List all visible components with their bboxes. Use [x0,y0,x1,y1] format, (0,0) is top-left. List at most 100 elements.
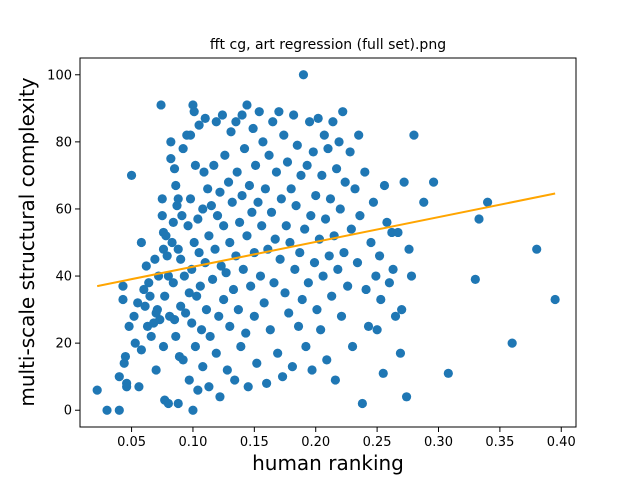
data-point [248,123,258,134]
data-point [221,268,231,278]
data-point [252,358,262,368]
data-point [129,311,139,321]
data-point [173,194,183,204]
data-point [219,221,229,231]
data-point [145,291,155,301]
data-point [114,405,124,415]
data-point [215,392,225,402]
data-point [279,130,289,140]
data-point [470,274,480,284]
data-point [550,294,560,305]
x-axis-label: human ranking [252,451,404,475]
data-point [371,271,381,281]
data-point [286,184,296,194]
data-point [227,197,237,207]
data-point [156,100,166,110]
data-point [140,301,150,311]
data-point [205,331,215,342]
data-point [282,157,293,167]
data-point [178,355,188,365]
data-point [144,278,154,288]
data-point [161,231,171,241]
data-point [317,170,327,181]
data-point [166,154,176,164]
data-point [184,288,194,298]
data-point [401,392,412,402]
data-point [335,204,345,214]
data-point [193,214,203,224]
data-point [157,211,167,221]
data-point [162,251,172,261]
data-point [246,281,256,291]
y-tick-label: 20 [55,337,72,352]
data-point [331,164,342,174]
data-point [184,375,194,385]
data-point [225,321,235,331]
data-point [318,271,328,281]
data-point [226,127,236,137]
data-point [376,294,386,305]
data-point [230,375,240,385]
data-point [233,304,243,315]
data-point [346,224,356,234]
data-point [269,278,279,288]
data-point [262,378,272,388]
data-point [483,197,493,207]
data-point [382,217,392,227]
y-tick-label: 60 [55,202,72,217]
data-point [270,234,280,244]
data-point [169,315,180,325]
data-point [355,211,365,221]
y-axis-ticks: 0 20 40 60 80 100 [47,68,80,419]
data-point [297,294,307,305]
data-point [120,351,131,362]
data-point [236,341,246,352]
data-point [194,247,204,258]
data-point [274,107,284,117]
regression-line [96,192,556,288]
data-point [183,221,193,231]
data-point [292,140,302,150]
data-point [152,304,162,315]
data-point [187,318,197,328]
y-tick-label: 0 [64,404,72,419]
data-point [168,278,178,288]
data-point [225,237,235,248]
x-tick-label: 0.10 [178,435,207,450]
data-point [316,325,326,335]
data-point [443,368,453,378]
data-point [150,254,160,264]
data-point [114,372,124,382]
data-point [214,311,224,321]
data-point [340,177,350,187]
data-point [178,143,188,154]
data-point [406,271,417,281]
data-point [237,110,247,120]
data-point [343,281,353,291]
data-point [102,405,112,415]
data-point [194,120,204,130]
data-point [206,201,216,211]
data-point [366,237,376,248]
data-point [244,180,255,191]
data-point [118,281,128,291]
x-tick-label: 0.15 [240,435,269,450]
data-point [190,160,201,170]
data-point [284,308,294,318]
data-point [361,284,371,295]
data-point [195,281,205,291]
data-point [249,311,259,321]
data-point [155,315,165,325]
data-point [118,294,128,305]
data-point [250,160,261,170]
data-point [146,331,156,342]
data-point [222,365,232,375]
data-point [281,221,291,231]
x-tick-label: 0.05 [117,435,146,450]
data-point [126,170,137,181]
data-point [196,325,207,335]
data-point [388,264,398,274]
data-point [345,147,355,157]
data-point [277,372,288,382]
